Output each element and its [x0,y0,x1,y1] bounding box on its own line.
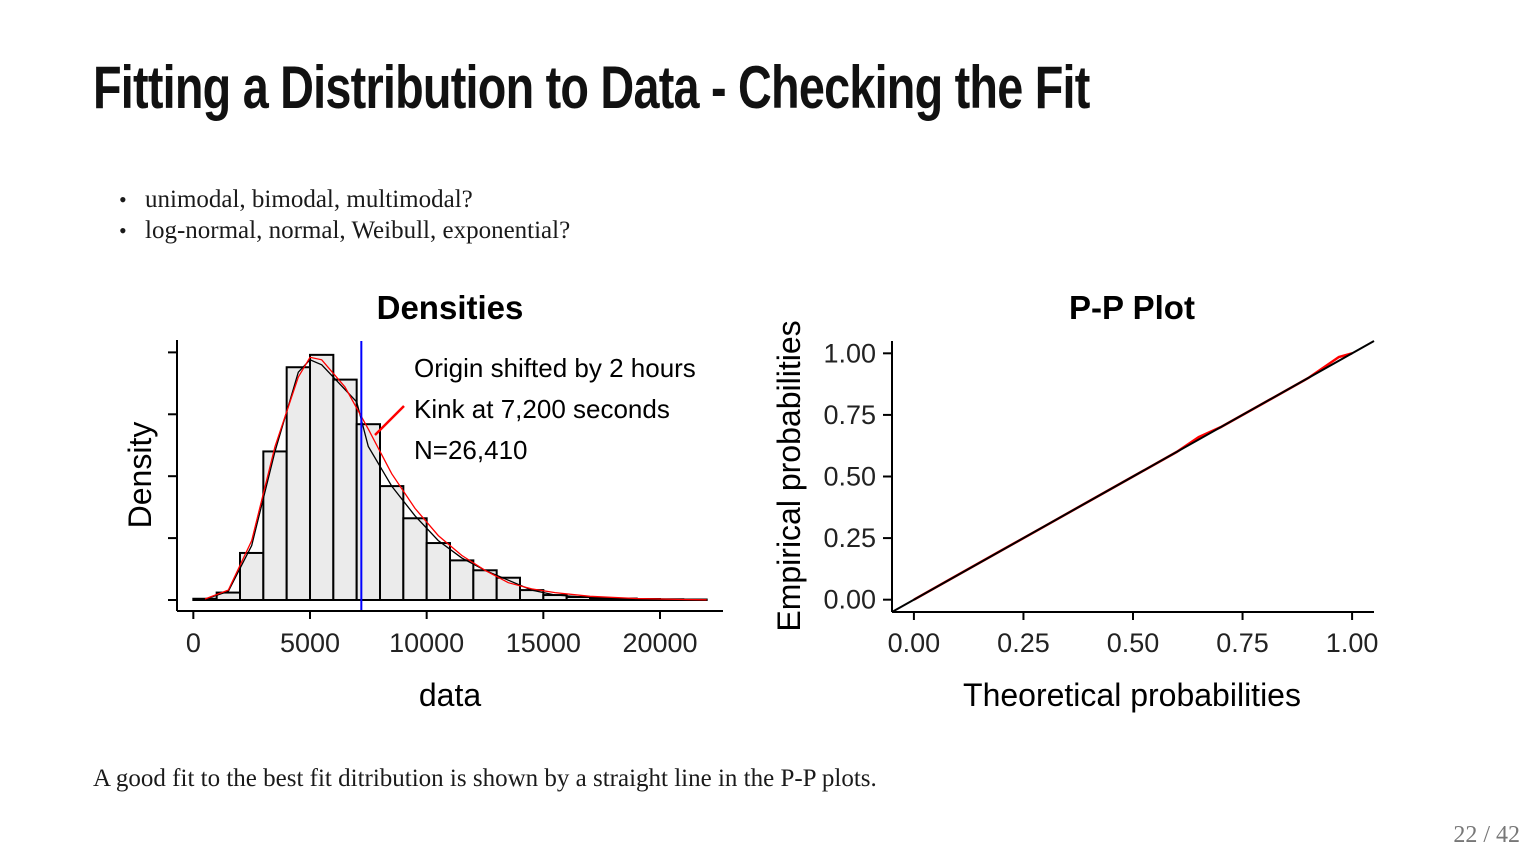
x-tick-label: 0 [186,628,201,658]
histogram-bar [402,517,428,601]
densities-chart: Densities Density data 0 5000 10000 15000 20… [122,289,723,713]
density-curve [204,356,707,601]
pp-chart: P-P Plot Empirical probabilities Theoret… [771,289,1378,713]
pp-title: P-P Plot [1069,289,1195,326]
x-tick-label: 5000 [280,628,340,658]
densities-y-ticks [168,351,177,601]
bullet-item: log-normal, normal, Weibull, exponential… [119,215,570,246]
histogram-bars [192,353,708,602]
histogram-bar [355,423,381,602]
pp-xlabel: Theoretical probabilities [963,677,1301,713]
annotation-origin: Origin shifted by 2 hours [414,353,696,383]
densities-ylabel: Density [122,422,158,529]
densities-title: Densities [377,289,524,326]
densities-xlabel: data [419,677,481,713]
bullet-item: unimodal, bimodal, multimodal? [119,184,570,215]
annotation-kink: Kink at 7,200 seconds [414,394,670,424]
pp-ylabel: Empirical probabilities [771,320,807,631]
y-tick-label: 0.25 [823,523,876,553]
x-tick-label: 0.25 [997,628,1050,658]
pp-lines [891,340,1375,613]
annotation-n: N=26,410 [414,435,527,465]
pp-y-ticks: 0.00 0.25 0.50 0.75 1.00 [823,338,892,615]
pp-x-ticks: 0.00 0.25 0.50 0.75 1.00 [888,612,1379,658]
pp-reference-line [891,340,1375,613]
x-tick-label: 1.00 [1326,628,1379,658]
histogram-bar [332,378,358,601]
slide-title: Fitting a Distribution to Data - Checkin… [93,54,1090,121]
histogram-bar [425,542,451,601]
caption: A good fit to the best fit ditribution i… [93,765,877,792]
x-tick-label: 15000 [506,628,581,658]
x-tick-label: 0.50 [1107,628,1160,658]
histogram-bar [309,353,335,601]
histogram-bar [449,559,475,602]
histogram-bar [262,450,288,601]
page-number: 22 / 42 [1453,822,1520,848]
densities-x-ticks: 0 5000 10000 15000 20000 [186,611,698,658]
y-tick-label: 0.50 [823,462,876,492]
y-tick-label: 0.00 [823,585,876,615]
histogram-bar [239,551,265,602]
density-curves [204,356,707,601]
histogram-bar [495,576,521,602]
histogram-bar [379,485,405,602]
annotation-pointer [374,405,405,436]
y-tick-label: 0.75 [823,400,876,430]
x-tick-label: 0.75 [1216,628,1269,658]
bullet-list: unimodal, bimodal, multimodal? log-norma… [119,184,570,246]
y-tick-label: 1.00 [823,338,876,368]
x-tick-label: 0.00 [888,628,941,658]
x-tick-label: 20000 [622,628,697,658]
x-tick-label: 10000 [389,628,464,658]
